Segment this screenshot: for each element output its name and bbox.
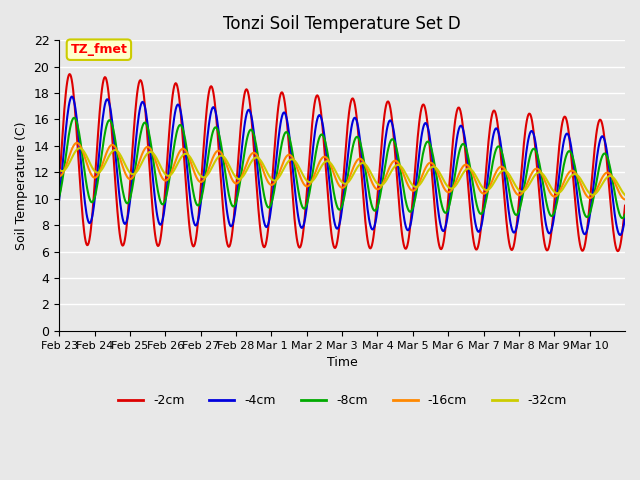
-4cm <box>68 94 76 99</box>
Legend: -2cm, -4cm, -8cm, -16cm, -32cm: -2cm, -4cm, -8cm, -16cm, -32cm <box>113 389 572 412</box>
-2cm <box>227 241 234 247</box>
-32cm <box>276 173 284 179</box>
Title: Tonzi Soil Temperature Set D: Tonzi Soil Temperature Set D <box>223 15 461 33</box>
-8cm <box>55 194 63 200</box>
-32cm <box>227 165 234 170</box>
-8cm <box>227 198 234 204</box>
-16cm <box>55 173 63 179</box>
-16cm <box>227 173 234 179</box>
Line: -2cm: -2cm <box>59 74 625 251</box>
-32cm <box>621 192 629 198</box>
-16cm <box>255 155 262 161</box>
-32cm <box>433 166 441 172</box>
-8cm <box>122 200 130 205</box>
-2cm <box>433 228 441 233</box>
-8cm <box>621 212 629 217</box>
-2cm <box>276 95 284 100</box>
-2cm <box>255 205 262 211</box>
-2cm <box>55 181 63 187</box>
-4cm <box>227 223 234 228</box>
X-axis label: Time: Time <box>326 356 358 369</box>
-16cm <box>73 140 81 146</box>
-2cm <box>66 71 74 77</box>
-8cm <box>401 195 409 201</box>
-32cm <box>122 164 130 170</box>
-2cm <box>401 246 409 252</box>
-4cm <box>401 221 409 227</box>
-4cm <box>621 215 629 221</box>
-4cm <box>255 173 262 179</box>
-8cm <box>70 115 77 120</box>
Line: -32cm: -32cm <box>59 148 625 195</box>
-8cm <box>618 215 626 221</box>
Line: -4cm: -4cm <box>59 96 625 235</box>
-16cm <box>401 176 409 181</box>
-4cm <box>276 126 284 132</box>
-16cm <box>122 172 130 178</box>
Line: -8cm: -8cm <box>59 118 625 218</box>
Line: -16cm: -16cm <box>59 143 625 200</box>
-2cm <box>122 227 130 232</box>
-32cm <box>76 145 84 151</box>
-4cm <box>433 197 441 203</box>
-16cm <box>621 197 629 203</box>
-8cm <box>433 176 441 181</box>
-4cm <box>122 219 130 225</box>
Text: TZ_fmet: TZ_fmet <box>70 43 127 56</box>
-16cm <box>276 168 284 174</box>
-2cm <box>621 203 629 208</box>
Y-axis label: Soil Temperature (C): Soil Temperature (C) <box>15 121 28 250</box>
-32cm <box>255 155 262 161</box>
-4cm <box>616 232 623 238</box>
-16cm <box>433 168 441 174</box>
-4cm <box>55 197 63 203</box>
-32cm <box>401 169 409 175</box>
-32cm <box>55 167 63 172</box>
-8cm <box>276 152 284 158</box>
-8cm <box>255 156 262 161</box>
-2cm <box>614 248 621 254</box>
